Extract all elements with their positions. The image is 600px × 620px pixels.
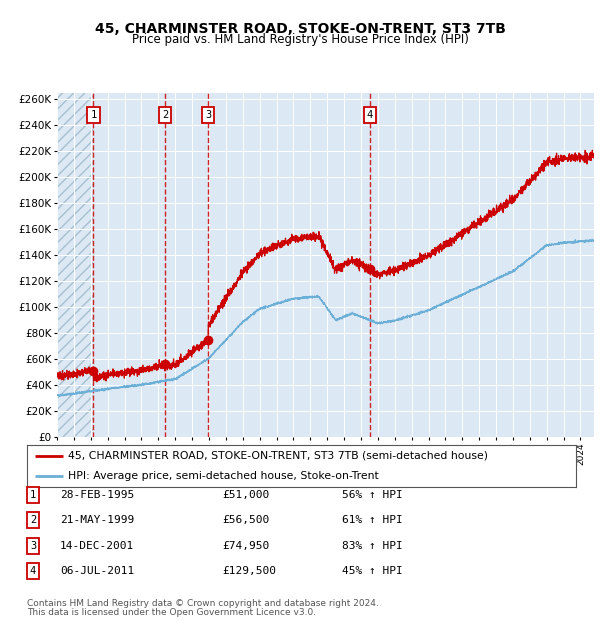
Text: 14-DEC-2001: 14-DEC-2001 <box>60 541 134 551</box>
Text: HPI: Average price, semi-detached house, Stoke-on-Trent: HPI: Average price, semi-detached house,… <box>68 471 379 480</box>
Text: 3: 3 <box>30 541 36 551</box>
Text: £129,500: £129,500 <box>222 566 276 576</box>
Text: 2: 2 <box>30 515 36 525</box>
Text: 1: 1 <box>30 490 36 500</box>
Text: 2: 2 <box>162 110 168 120</box>
Text: 83% ↑ HPI: 83% ↑ HPI <box>342 541 403 551</box>
Text: 4: 4 <box>367 110 373 120</box>
Text: £56,500: £56,500 <box>222 515 269 525</box>
Text: 45, CHARMINSTER ROAD, STOKE-ON-TRENT, ST3 7TB (semi-detached house): 45, CHARMINSTER ROAD, STOKE-ON-TRENT, ST… <box>68 451 488 461</box>
Text: 45, CHARMINSTER ROAD, STOKE-ON-TRENT, ST3 7TB: 45, CHARMINSTER ROAD, STOKE-ON-TRENT, ST… <box>95 22 505 36</box>
Text: 56% ↑ HPI: 56% ↑ HPI <box>342 490 403 500</box>
Text: 06-JUL-2011: 06-JUL-2011 <box>60 566 134 576</box>
Text: 3: 3 <box>205 110 211 120</box>
Text: £51,000: £51,000 <box>222 490 269 500</box>
Text: Contains HM Land Registry data © Crown copyright and database right 2024.: Contains HM Land Registry data © Crown c… <box>27 600 379 608</box>
Text: 1: 1 <box>91 110 97 120</box>
Text: 21-MAY-1999: 21-MAY-1999 <box>60 515 134 525</box>
Text: £74,950: £74,950 <box>222 541 269 551</box>
Text: 45% ↑ HPI: 45% ↑ HPI <box>342 566 403 576</box>
Text: This data is licensed under the Open Government Licence v3.0.: This data is licensed under the Open Gov… <box>27 608 316 617</box>
Bar <box>57 93 94 437</box>
Text: Price paid vs. HM Land Registry's House Price Index (HPI): Price paid vs. HM Land Registry's House … <box>131 33 469 46</box>
Text: 61% ↑ HPI: 61% ↑ HPI <box>342 515 403 525</box>
Text: 4: 4 <box>30 566 36 576</box>
Text: 28-FEB-1995: 28-FEB-1995 <box>60 490 134 500</box>
